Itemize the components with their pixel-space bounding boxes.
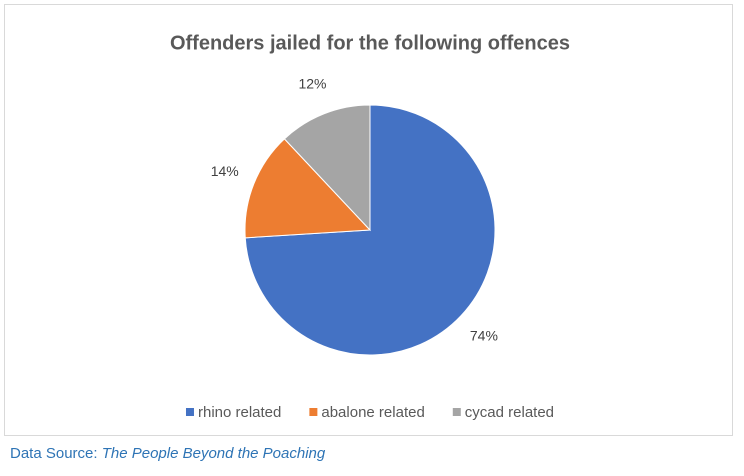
legend-label: cycad related [465, 404, 554, 421]
pie-slice [283, 104, 371, 232]
data-label: 14% [211, 163, 239, 179]
data-label: 12% [298, 75, 326, 91]
chart: Offenders jailed for the following offen… [4, 4, 733, 436]
data-source: Data Source: The People Beyond the Poach… [10, 445, 325, 462]
source-label: Data Source: [10, 445, 98, 462]
chart-title: Offenders jailed for the following offen… [170, 32, 570, 54]
legend-label: abalone related [321, 404, 424, 421]
legend-swatch [309, 408, 318, 416]
legend-label: rhino related [198, 404, 281, 421]
source-title: The People Beyond the Poaching [101, 445, 326, 462]
legend-swatch [185, 408, 194, 416]
data-label: 74% [470, 328, 498, 344]
legend-swatch [452, 408, 461, 416]
pie-slice [244, 138, 372, 239]
